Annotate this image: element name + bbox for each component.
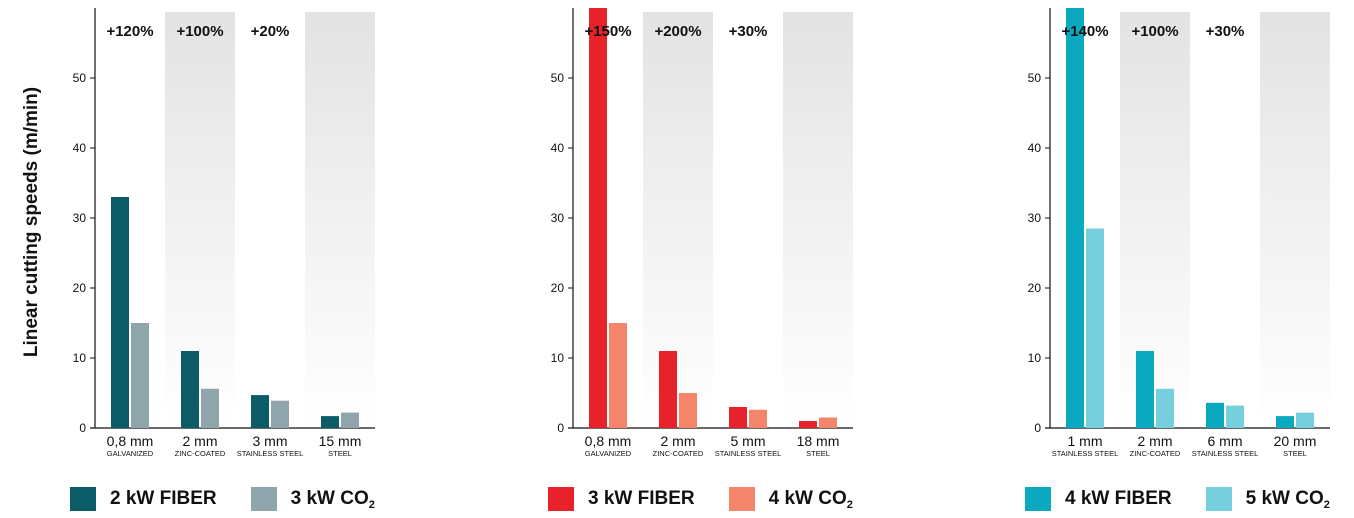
x-category-material-c2-0: GALVANIZED [585, 449, 632, 458]
bar-c1-co2-2 [271, 400, 289, 428]
legend-swatch-fiber-2 [548, 487, 574, 511]
y-tick-label-c2-10: 10 [551, 351, 565, 365]
legend-label-co2-2: 4 kW CO2 [768, 487, 853, 511]
bar-c3-fiber-1 [1136, 351, 1154, 428]
bar-c2-co2-3 [819, 417, 837, 428]
x-category-material-c3-1: ZINC-COATED [1130, 449, 1181, 458]
y-tick-label-c3-30: 30 [1028, 211, 1042, 225]
legend-label-fiber-2: 3 kW FIBER [588, 488, 695, 509]
x-category-size-c2-3: 18 mm [797, 433, 840, 449]
x-category-material-c1-0: GALVANIZED [107, 449, 154, 458]
y-tick-label-c2-20: 20 [551, 281, 565, 295]
y-tick-label-c2-40: 40 [551, 141, 565, 155]
gain-label-c3-0: +140% [1061, 23, 1108, 40]
x-category-material-c2-1: ZINC-COATED [653, 449, 704, 458]
legend-swatch-fiber-1 [70, 487, 96, 511]
y-tick-label-c1-30: 30 [73, 211, 87, 225]
bar-c2-fiber-1 [659, 351, 677, 428]
x-category-size-c1-2: 3 mm [253, 433, 288, 449]
legend-label-fiber-3: 4 kW FIBER [1065, 488, 1172, 509]
bar-c2-co2-2 [749, 409, 767, 428]
y-tick-label-c2-50: 50 [551, 71, 565, 85]
bar-c3-fiber-2 [1206, 402, 1224, 428]
x-category-size-c3-0: 1 mm [1068, 433, 1103, 449]
y-tick-label-c1-10: 10 [73, 351, 87, 365]
gain-label-c2-1: +200% [654, 23, 701, 40]
bar-c1-co2-1 [201, 388, 219, 428]
x-category-size-c3-2: 6 mm [1208, 433, 1243, 449]
column-shade-c3-1 [1120, 12, 1190, 428]
legend-label-fiber-1: 2 kW FIBER [110, 488, 217, 509]
y-tick-label-c3-50: 50 [1028, 71, 1042, 85]
bar-c3-co2-1 [1156, 388, 1174, 428]
gain-label-c3-2: +30% [1206, 23, 1245, 40]
bar-c3-fiber-0 [1066, 8, 1084, 428]
x-category-material-c3-3: STEEL [1283, 449, 1307, 458]
legend-label-co2-1: 3 kW CO2 [290, 487, 375, 511]
gain-label-c1-2: +20% [251, 23, 290, 40]
gain-label-c1-1: +100% [176, 23, 223, 40]
legend-swatch-co2-3 [1205, 487, 1232, 511]
y-tick-label-c3-40: 40 [1028, 141, 1042, 155]
x-category-material-c2-2: STAINLESS STEEL [715, 449, 782, 458]
x-category-size-c1-1: 2 mm [183, 433, 218, 449]
legend-chart-1: 2 kW FIBER 3 kW CO2 [70, 486, 375, 512]
bar-c1-co2-0 [131, 323, 149, 428]
column-shade-c2-1 [643, 12, 713, 428]
x-category-size-c2-1: 2 mm [661, 433, 696, 449]
column-shade-c3-3 [1260, 12, 1330, 428]
column-shade-c1-3 [305, 12, 375, 428]
bar-c1-fiber-0 [111, 197, 129, 428]
legend-chart-3: 4 kW FIBER 5 kW CO2 [1025, 486, 1330, 512]
x-category-material-c1-2: STAINLESS STEEL [237, 449, 304, 458]
x-category-size-c3-3: 20 mm [1274, 433, 1317, 449]
legend-swatch-fiber-3 [1025, 487, 1051, 511]
y-tick-label-c1-50: 50 [73, 71, 87, 85]
legend-swatch-co2-2 [728, 487, 755, 511]
bar-c1-co2-3 [341, 412, 359, 428]
bar-c2-fiber-3 [799, 421, 817, 428]
bar-c3-co2-2 [1226, 405, 1244, 428]
x-category-size-c2-0: 0,8 mm [585, 433, 632, 449]
bar-c1-fiber-1 [181, 351, 199, 428]
y-tick-label-c1-20: 20 [73, 281, 87, 295]
y-tick-label-c2-0: 0 [557, 421, 564, 435]
bar-c1-fiber-2 [251, 395, 269, 428]
y-tick-label-c2-30: 30 [551, 211, 565, 225]
x-category-material-c3-2: STAINLESS STEEL [1192, 449, 1259, 458]
gain-label-c1-0: +120% [106, 23, 153, 40]
y-tick-label-c3-10: 10 [1028, 351, 1042, 365]
gain-label-c2-0: +150% [584, 23, 631, 40]
x-category-size-c1-3: 15 mm [319, 433, 362, 449]
column-shade-c1-1 [165, 12, 235, 428]
bar-c2-co2-0 [609, 323, 627, 428]
bar-c3-co2-3 [1296, 412, 1314, 428]
legend-chart-2: 3 kW FIBER 4 kW CO2 [548, 486, 853, 512]
legend-label-co2-3: 5 kW CO2 [1245, 487, 1330, 511]
y-tick-label-c3-20: 20 [1028, 281, 1042, 295]
x-category-size-c3-1: 2 mm [1138, 433, 1173, 449]
bar-c2-co2-1 [679, 393, 697, 428]
x-category-material-c2-3: STEEL [806, 449, 830, 458]
x-category-size-c1-0: 0,8 mm [107, 433, 154, 449]
x-category-size-c2-2: 5 mm [731, 433, 766, 449]
column-shade-c2-3 [783, 12, 853, 428]
bar-c3-fiber-3 [1276, 416, 1294, 428]
y-tick-label-c3-0: 0 [1034, 421, 1041, 435]
bar-c3-co2-0 [1086, 228, 1104, 428]
y-tick-label-c1-40: 40 [73, 141, 87, 155]
bar-c1-fiber-3 [321, 416, 339, 428]
y-tick-label-c1-0: 0 [79, 421, 86, 435]
x-category-material-c1-3: STEEL [328, 449, 352, 458]
gain-label-c2-2: +30% [729, 23, 768, 40]
gain-label-c3-1: +100% [1131, 23, 1178, 40]
legend-swatch-co2-1 [250, 487, 277, 511]
bar-c2-fiber-2 [729, 407, 747, 428]
x-category-material-c3-0: STAINLESS STEEL [1052, 449, 1119, 458]
bar-c2-fiber-0 [589, 8, 607, 428]
x-category-material-c1-1: ZINC-COATED [175, 449, 226, 458]
